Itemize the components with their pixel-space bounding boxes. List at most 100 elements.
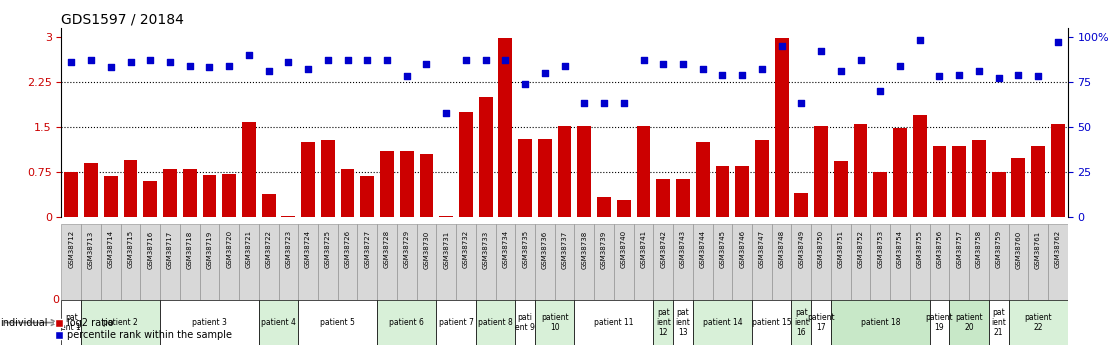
Text: GSM38734: GSM38734: [502, 230, 509, 268]
Point: [713, 72, 731, 77]
Bar: [555, 224, 575, 300]
Text: patient 14: patient 14: [702, 318, 742, 327]
Bar: [910, 224, 929, 300]
Point: [852, 57, 870, 63]
Bar: [282, 216, 295, 217]
Bar: [988, 300, 1008, 345]
Text: patient
22: patient 22: [1024, 313, 1052, 332]
Text: GSM38729: GSM38729: [404, 230, 410, 268]
Bar: [82, 224, 101, 300]
Text: patient
19: patient 19: [926, 313, 954, 332]
Bar: [476, 300, 515, 345]
Bar: [104, 176, 117, 217]
Bar: [755, 140, 769, 217]
Text: GSM38740: GSM38740: [620, 230, 627, 268]
Bar: [459, 112, 473, 217]
Bar: [338, 224, 358, 300]
Point: [417, 61, 435, 67]
Text: individual: individual: [0, 318, 47, 327]
Text: patient 15: patient 15: [752, 318, 792, 327]
Point: [102, 65, 120, 70]
Point: [556, 63, 574, 68]
Bar: [752, 300, 792, 345]
Bar: [969, 224, 988, 300]
Bar: [301, 142, 315, 217]
Text: GSM38726: GSM38726: [344, 230, 351, 268]
Text: GSM38743: GSM38743: [680, 230, 686, 268]
Bar: [499, 38, 512, 217]
Bar: [1012, 158, 1025, 217]
Text: GSM38738: GSM38738: [581, 230, 587, 268]
Bar: [1008, 300, 1068, 345]
Text: patient
17: patient 17: [807, 313, 835, 332]
Bar: [377, 300, 436, 345]
Point: [1030, 73, 1048, 79]
Text: GSM38741: GSM38741: [641, 230, 646, 268]
Text: GSM38744: GSM38744: [700, 230, 705, 268]
Point: [930, 73, 948, 79]
Bar: [972, 140, 986, 217]
Text: GSM38736: GSM38736: [542, 230, 548, 268]
Bar: [101, 224, 121, 300]
Point: [339, 57, 357, 63]
Bar: [712, 224, 732, 300]
Bar: [992, 171, 1005, 217]
Bar: [893, 128, 907, 217]
Text: GSM38755: GSM38755: [917, 230, 922, 268]
Bar: [752, 224, 771, 300]
Text: GSM38739: GSM38739: [601, 230, 607, 268]
Point: [793, 101, 811, 106]
Text: GSM38735: GSM38735: [522, 230, 528, 268]
Point: [752, 66, 770, 72]
Point: [871, 88, 889, 93]
Text: GSM38717: GSM38717: [167, 230, 173, 268]
Bar: [653, 224, 673, 300]
Text: patient 2: patient 2: [103, 318, 138, 327]
Bar: [341, 169, 354, 217]
Bar: [61, 224, 82, 300]
Bar: [321, 140, 334, 217]
Bar: [636, 126, 651, 217]
Bar: [417, 224, 436, 300]
Bar: [436, 224, 456, 300]
Point: [536, 70, 553, 76]
Text: GSM38762: GSM38762: [1054, 230, 1061, 268]
Bar: [84, 163, 98, 217]
Text: patient
20: patient 20: [955, 313, 983, 332]
Text: GSM38737: GSM38737: [561, 230, 568, 268]
Bar: [656, 179, 670, 217]
Text: GSM38754: GSM38754: [897, 230, 903, 268]
Bar: [160, 224, 180, 300]
Bar: [258, 224, 278, 300]
Bar: [949, 224, 969, 300]
Point: [161, 59, 179, 65]
Text: GSM38748: GSM38748: [778, 230, 785, 268]
Text: GSM38752: GSM38752: [858, 230, 863, 268]
Bar: [61, 300, 82, 345]
Text: GSM38718: GSM38718: [187, 230, 192, 268]
Text: GSM38751: GSM38751: [837, 230, 844, 268]
Text: GSM38732: GSM38732: [463, 230, 468, 268]
Point: [181, 63, 199, 68]
Bar: [183, 169, 197, 217]
Bar: [673, 224, 693, 300]
Point: [635, 57, 653, 63]
Bar: [121, 224, 141, 300]
Bar: [519, 139, 532, 217]
Bar: [695, 142, 710, 217]
Bar: [124, 160, 138, 217]
Bar: [299, 224, 318, 300]
Point: [832, 68, 850, 74]
Bar: [890, 224, 910, 300]
Text: GSM38716: GSM38716: [148, 230, 153, 268]
Bar: [476, 224, 495, 300]
Bar: [1008, 224, 1029, 300]
Text: GSM38761: GSM38761: [1035, 230, 1041, 268]
Text: pat
ient
13: pat ient 13: [675, 308, 691, 337]
Point: [240, 52, 258, 58]
Bar: [456, 224, 476, 300]
Point: [437, 110, 455, 115]
Point: [300, 66, 318, 72]
Text: GSM38758: GSM38758: [976, 230, 982, 268]
Bar: [614, 224, 634, 300]
